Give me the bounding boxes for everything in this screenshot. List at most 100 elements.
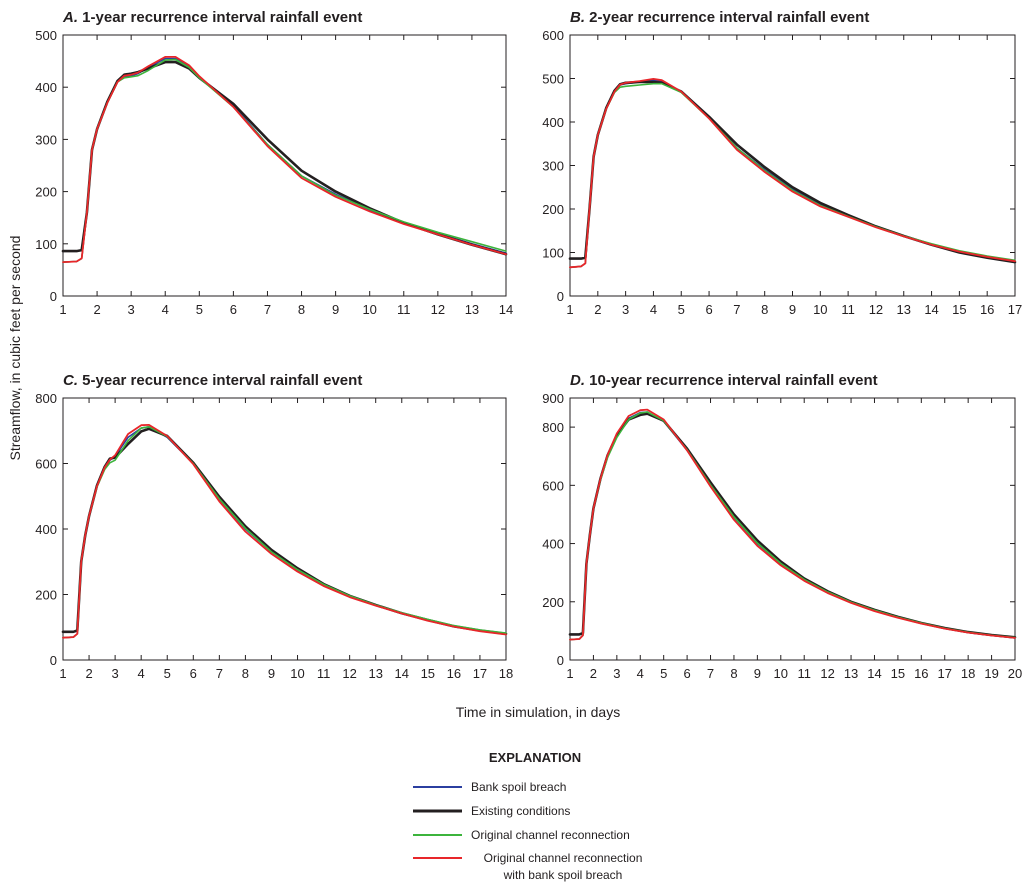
x-tick-label: 12 xyxy=(869,302,883,317)
series-line-original-channel-reconnection xyxy=(569,411,1016,641)
panel-title: D. 10-year recurrence interval rainfall … xyxy=(570,372,878,389)
x-tick-label: 7 xyxy=(707,666,714,681)
plot-frame xyxy=(569,34,1016,297)
x-tick-label: 11 xyxy=(317,666,331,681)
x-tick-label: 16 xyxy=(914,666,928,681)
y-tick-label: 600 xyxy=(542,478,564,493)
series-line-original-channel-reconnection xyxy=(569,82,1016,269)
x-tick-label: 3 xyxy=(128,302,135,317)
x-tick-label: 5 xyxy=(196,302,203,317)
series-line-bank-spoil-breach xyxy=(569,411,1016,641)
series-line-existing-conditions xyxy=(61,427,508,636)
panel-title-text: 2-year recurrence interval rainfall even… xyxy=(585,9,869,26)
x-tick-label: 12 xyxy=(431,302,445,317)
x-tick-label: 3 xyxy=(613,666,620,681)
x-tick-label: 4 xyxy=(138,666,145,681)
legend-label-existing-conditions: Existing conditions xyxy=(471,804,570,818)
x-tick-label: 2 xyxy=(85,666,92,681)
y-tick-label: 600 xyxy=(542,28,564,43)
panel-letter: A. xyxy=(62,9,78,26)
y-tick-label: 100 xyxy=(35,237,57,252)
x-tick-label: 13 xyxy=(844,666,858,681)
x-tick-label: 9 xyxy=(268,666,275,681)
series-line-original-channel-reconnection xyxy=(62,425,507,639)
series-line-original-channel-reconnection-with-bank-spoil-breach xyxy=(62,56,507,264)
panel-2: C. 5-year recurrence interval rainfall e… xyxy=(35,372,513,681)
x-tick-label: 1 xyxy=(59,302,66,317)
x-tick-label: 17 xyxy=(473,666,487,681)
x-tick-label: 9 xyxy=(332,302,339,317)
legend-heading: EXPLANATION xyxy=(489,750,581,765)
x-tick-label: 14 xyxy=(867,666,881,681)
y-tick-label: 400 xyxy=(542,115,564,130)
plot-frame xyxy=(62,34,507,297)
series-line-original-channel-reconnection-with-bank-spoil-breach xyxy=(569,408,1016,641)
y-tick-label: 400 xyxy=(35,522,57,537)
legend-label-bank-spoil-breach: Bank spoil breach xyxy=(471,780,566,794)
x-tick-label: 18 xyxy=(499,666,513,681)
panel-letter: B. xyxy=(570,9,585,26)
y-tick-label: 300 xyxy=(542,159,564,174)
series-line-bank-spoil-breach xyxy=(62,425,507,639)
x-tick-label: 8 xyxy=(761,302,768,317)
x-tick-label: 15 xyxy=(891,666,905,681)
x-tick-label: 6 xyxy=(683,666,690,681)
y-tick-label: 500 xyxy=(542,72,564,87)
x-tick-label: 19 xyxy=(984,666,998,681)
x-tick-label: 7 xyxy=(216,666,223,681)
series-line-original-channel-reconnection-with-bank-spoil-breach xyxy=(62,423,507,639)
x-tick-label: 7 xyxy=(733,302,740,317)
y-tick-label: 500 xyxy=(35,28,57,43)
x-tick-label: 15 xyxy=(952,302,966,317)
x-tick-label: 1 xyxy=(59,666,66,681)
x-tick-label: 17 xyxy=(938,666,952,681)
x-tick-label: 10 xyxy=(813,302,827,317)
x-tick-label: 1 xyxy=(566,666,573,681)
panel-3: D. 10-year recurrence interval rainfall … xyxy=(542,372,1022,681)
x-tick-label: 13 xyxy=(897,302,911,317)
x-tick-label: 17 xyxy=(1008,302,1022,317)
x-tick-label: 11 xyxy=(797,666,811,681)
panel-letter: C. xyxy=(63,372,78,389)
y-tick-label: 800 xyxy=(35,391,57,406)
x-tick-label: 2 xyxy=(594,302,601,317)
x-tick-label: 3 xyxy=(622,302,629,317)
panel-title-text: 1-year recurrence interval rainfall even… xyxy=(78,9,362,26)
x-tick-label: 12 xyxy=(342,666,356,681)
x-tick-label: 10 xyxy=(774,666,788,681)
y-axis-label: Streamflow, in cubic feet per second xyxy=(7,236,23,461)
x-tick-label: 8 xyxy=(242,666,249,681)
x-tick-label: 2 xyxy=(93,302,100,317)
series-line-original-channel-reconnection-with-bank-spoil-breach xyxy=(569,78,1016,269)
x-tick-label: 10 xyxy=(290,666,304,681)
x-tick-label: 5 xyxy=(164,666,171,681)
legend: EXPLANATION Bank spoil breach Existing c… xyxy=(413,750,642,882)
x-tick-label: 11 xyxy=(841,302,855,317)
x-tick-label: 8 xyxy=(298,302,305,317)
x-tick-label: 20 xyxy=(1008,666,1022,681)
series-line-bank-spoil-breach xyxy=(569,79,1016,269)
panel-1: B. 2-year recurrence interval rainfall e… xyxy=(542,9,1022,317)
x-tick-label: 14 xyxy=(499,302,513,317)
y-tick-label: 200 xyxy=(542,202,564,217)
x-tick-label: 5 xyxy=(660,666,667,681)
panel-letter: D. xyxy=(570,372,585,389)
x-tick-label: 3 xyxy=(112,666,119,681)
x-tick-label: 6 xyxy=(190,666,197,681)
x-tick-label: 4 xyxy=(650,302,657,317)
x-tick-label: 4 xyxy=(162,302,169,317)
x-tick-label: 10 xyxy=(362,302,376,317)
series-line-existing-conditions xyxy=(61,60,508,256)
legend-label-reconnection-with-breach-line1: Original channel reconnection xyxy=(484,851,643,865)
chart-panels: A. 1-year recurrence interval rainfall e… xyxy=(35,9,1022,681)
x-tick-label: 14 xyxy=(395,666,409,681)
legend-label-original-channel-reconnection: Original channel reconnection xyxy=(471,828,630,842)
panel-title: A. 1-year recurrence interval rainfall e… xyxy=(62,9,362,26)
y-tick-label: 0 xyxy=(50,653,57,668)
x-tick-label: 16 xyxy=(980,302,994,317)
y-tick-label: 400 xyxy=(542,537,564,552)
x-tick-label: 7 xyxy=(264,302,271,317)
panel-title: B. 2-year recurrence interval rainfall e… xyxy=(570,9,869,26)
x-tick-label: 6 xyxy=(230,302,237,317)
x-tick-label: 6 xyxy=(705,302,712,317)
